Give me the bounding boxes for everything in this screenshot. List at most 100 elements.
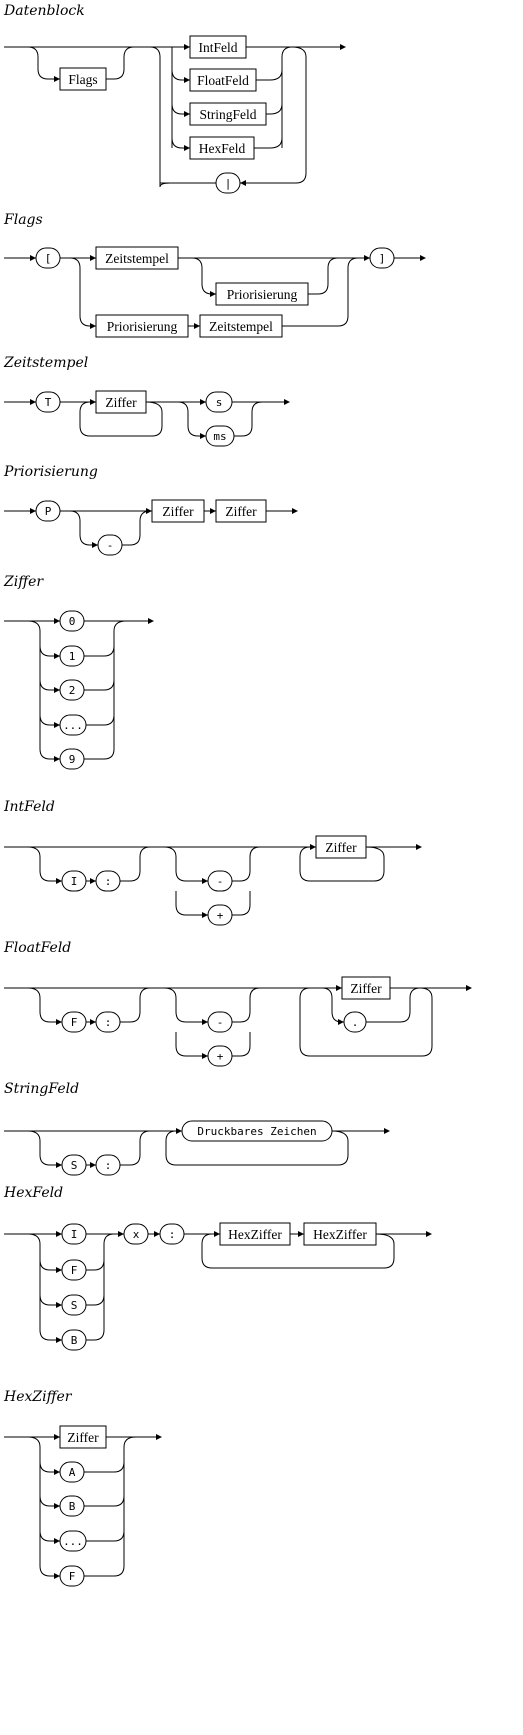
datenblock-end-arrow (340, 44, 346, 50)
rule-title-stringfeld: StringFeld (4, 1081, 80, 1097)
arrowhead (30, 255, 36, 261)
hexfeld-x: x (123, 1223, 149, 1245)
arrowhead (154, 1231, 160, 1237)
datenblock-alt-in (171, 137, 190, 149)
arrowhead (54, 1538, 60, 1544)
hexziffer-A: A (59, 1461, 85, 1483)
arrowhead (146, 508, 152, 514)
flags-zeitstempel-2: Zeitstempel (199, 314, 283, 338)
flags-alt-in (69, 257, 96, 327)
hexfeld-loop (201, 1233, 395, 1269)
arrowhead (90, 399, 96, 405)
hexziffer-branch-in (39, 1530, 60, 1542)
datenblock-alt-stringfeld: StringFeld (189, 102, 267, 126)
datenblock-alt-out (256, 69, 283, 81)
datenblock-alt-floatfeld-label: FloatFeld (197, 73, 249, 88)
zeitstempel-ziffer-label: Ziffer (105, 395, 137, 410)
intfeld-colon: : (95, 870, 121, 892)
arrowhead (30, 399, 36, 405)
arrowhead (202, 912, 208, 918)
stringfeld-prefix-in (27, 1130, 62, 1166)
datenblock-alt-intfeld: IntFeld (189, 35, 247, 59)
hexfeld-type-B: B (61, 1329, 87, 1351)
arrowhead (200, 433, 206, 439)
arrowhead (210, 291, 216, 297)
priorisierung-minus-in (69, 510, 98, 546)
ziffer-branch-in (39, 748, 60, 760)
arrowhead (200, 399, 206, 405)
arrowhead (92, 542, 98, 548)
flags-end-arrow (420, 255, 426, 261)
ziffer-digit-dots: ... (59, 714, 87, 736)
flags-rbracket-label: ] (379, 252, 386, 265)
hexziffer-B-label: B (69, 1500, 76, 1513)
priorisierung-ziffer-1-label: Ziffer (162, 504, 194, 519)
floatfeld-end-arrow (466, 985, 472, 991)
stringfeld-S-label: S (71, 1159, 78, 1172)
arrowhead (184, 145, 190, 151)
flags-lbracket: [ (35, 247, 61, 269)
arrowhead (54, 1503, 60, 1509)
stringfeld-druckbares-zeichen: Druckbares Zeichen (181, 1120, 333, 1142)
arrowhead (56, 1337, 62, 1343)
hexfeld-type-I-label: I (71, 1228, 78, 1241)
datenblock-alt-out (254, 137, 283, 149)
intfeld-prefix-out (120, 846, 151, 882)
stringfeld-prefix-out (120, 1130, 151, 1166)
floatfeld-plus: + (207, 1045, 233, 1067)
flags-priorisierung-opt-label: Priorisierung (227, 287, 298, 302)
zeitstempel-ms-in (177, 401, 206, 437)
stringfeld-end-arrow (384, 1128, 390, 1134)
ziffer-digit-zero: 0 (59, 610, 85, 632)
zeitstempel-T: T (35, 391, 61, 413)
datenblock-alt-intfeld-label: IntFeld (199, 40, 238, 55)
datenblock-flags-branch-in (27, 46, 60, 80)
hexfeld-hexziffer-1: HexZiffer (219, 1222, 291, 1246)
rule-title-hexfeld: HexFeld (4, 1185, 64, 1201)
ziffer-branch-out (84, 679, 115, 691)
arrowhead (118, 1231, 124, 1237)
intfeld-minus: - (207, 870, 233, 892)
floatfeld-loop (299, 987, 433, 1057)
floatfeld-dot: . (343, 1011, 367, 1033)
ziffer-digit-one: 1 (59, 645, 85, 667)
flags-zeitstempel-label: Zeitstempel (105, 251, 169, 266)
arrowhead (336, 985, 342, 991)
priorisierung-P: P (35, 500, 61, 522)
hexfeld-end-arrow (426, 1231, 432, 1237)
hexziffer-branch-in (39, 1495, 60, 1507)
hexziffer-B: B (59, 1495, 85, 1517)
hexfeld-colon: : (159, 1223, 185, 1245)
floatfeld-colon: : (95, 1011, 121, 1033)
ziffer-digit-dots-label: ... (63, 719, 83, 732)
hexfeld-type-F-label: F (71, 1264, 78, 1277)
rule-title-floatfeld: FloatFeld (4, 940, 72, 956)
priorisierung-ziffer-1: Ziffer (151, 499, 205, 523)
hexfeld-type-S: S (61, 1294, 87, 1316)
intfeld-plus-out (232, 891, 251, 916)
hexfeld-branch-out (86, 1259, 105, 1271)
floatfeld-sign-out (232, 987, 261, 1023)
floatfeld-ziffer: Ziffer (341, 976, 391, 1000)
hexziffer-branch-in (39, 1461, 60, 1473)
arrowhead (56, 1019, 62, 1025)
arrowhead (56, 1231, 62, 1237)
floatfeld-dot-out (366, 987, 421, 1023)
hexfeld-right-rail (103, 1233, 115, 1330)
rule-title-priorisierung: Priorisierung (4, 464, 98, 480)
arrowhead (30, 508, 36, 514)
arrowhead (56, 1302, 62, 1308)
hexziffer-ziffer: Ziffer (59, 1425, 107, 1449)
flags-rbracket: ] (369, 247, 395, 269)
floatfeld-F-label: F (71, 1016, 78, 1029)
datenblock-flags-label: Flags (68, 72, 97, 87)
arrowhead (54, 722, 60, 728)
arrowhead (54, 687, 60, 693)
intfeld-colon-label: : (105, 875, 112, 888)
zeitstempel-ziffer: Ziffer (95, 390, 147, 414)
stringfeld-colon: : (95, 1154, 121, 1176)
hexziffer-branch-out (86, 1530, 125, 1542)
arrowhead (54, 1434, 60, 1440)
